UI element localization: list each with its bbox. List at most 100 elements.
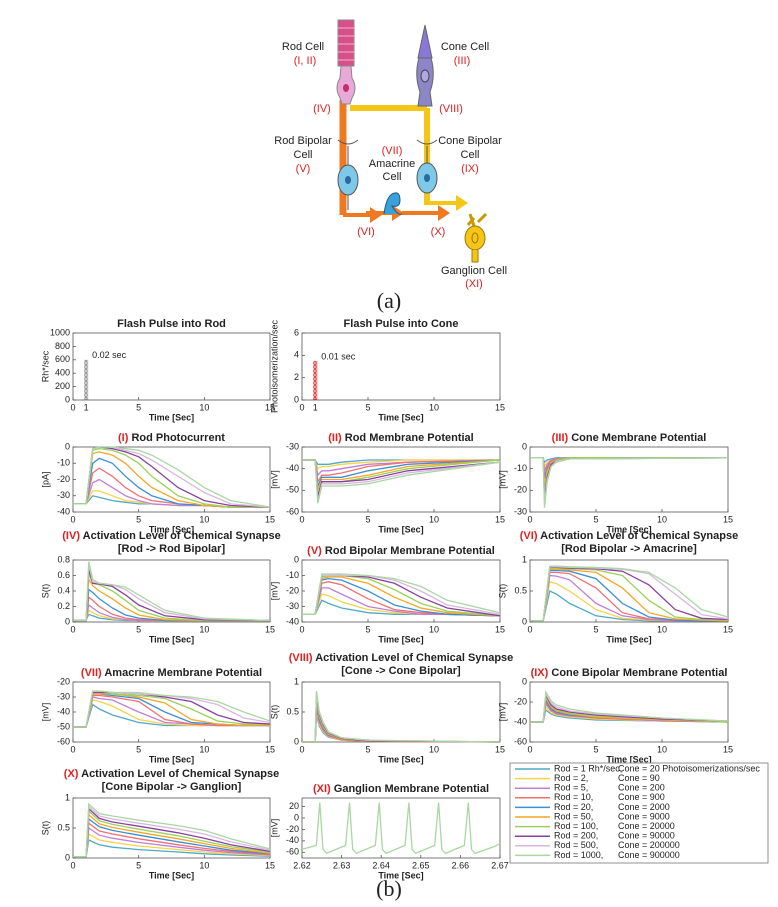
x-tick-label: 0 <box>70 624 75 634</box>
x-tick-label: 5 <box>136 744 141 754</box>
y-tick-label: 0 <box>294 736 299 746</box>
chart-title: (IV) Activation Level of Chemical Synaps… <box>62 530 280 542</box>
x-tick-label: 10 <box>429 744 439 754</box>
diagram-label: (III) <box>454 55 471 67</box>
x-tick-label: 2.64 <box>372 860 390 870</box>
pulse <box>313 360 318 400</box>
legend-label: Rod = 5, <box>554 783 588 793</box>
series-line <box>73 690 271 728</box>
title-prefix: (VII) <box>81 667 102 679</box>
pulse-marker <box>84 383 88 387</box>
title-prefix: (VIII) <box>289 652 313 664</box>
y-tick-label: 0.5 <box>57 822 70 832</box>
x-tick-label: 2.63 <box>333 860 351 870</box>
legend: Rod = 1 Rh*/sec,Cone = 20 Photoisomeriza… <box>509 762 769 864</box>
chart-title: (VI) Activation Level of Chemical Synaps… <box>520 530 738 542</box>
y-axis-label: [mV] <box>40 703 50 722</box>
y-tick-label: -40 <box>57 506 70 516</box>
legend-label: Rod = 1000, <box>554 850 603 860</box>
chart-panel: (IV) Activation Level of Chemical Synaps… <box>40 530 280 644</box>
title-prefix: (XI) <box>313 783 331 795</box>
y-tick-label: 0.2 <box>57 601 70 611</box>
series-line <box>301 802 501 855</box>
legend-box <box>509 762 769 864</box>
x-tick-label: 10 <box>199 744 209 754</box>
y-tick-label: 0 <box>294 812 299 822</box>
pulse-marker <box>313 379 318 383</box>
caption: (b) <box>376 876 402 901</box>
y-tick-label: 0.4 <box>57 585 70 595</box>
title-prefix: (III) <box>552 432 569 444</box>
y-tick-label: 2 <box>294 372 299 382</box>
annotation: 0.01 sec <box>321 351 356 361</box>
y-axis-label: [mV] <box>269 819 279 838</box>
y-axis-label: S(t) <box>269 705 279 720</box>
x-axis-label: Time [Sec] <box>378 634 423 644</box>
chart-title: Flash Pulse into Rod <box>117 318 226 330</box>
legend-label: Rod = 50, <box>554 811 593 821</box>
x-tick-label: 5 <box>365 744 370 754</box>
x-tick-label: 10 <box>657 514 667 524</box>
y-tick-label: -30 <box>57 490 70 500</box>
y-tick-label: -60 <box>514 736 527 746</box>
pulse-marker <box>84 375 88 379</box>
y-axis-label: S(t) <box>40 821 50 836</box>
chart-panel: (IX) Cone Bipolar Membrane Potential -60 -… <box>497 667 733 764</box>
x-axis-label: Time [Sec] <box>149 870 194 880</box>
x-tick-label: 5 <box>136 860 141 870</box>
x-tick-label: 15 <box>723 514 733 524</box>
y-tick-label: 0 <box>522 676 527 686</box>
title-text: Amacrine Membrane Potential <box>104 667 262 679</box>
plot-frame <box>301 797 501 859</box>
legend-label: Cone = 200 <box>618 783 665 793</box>
diagram-label: (IV) <box>313 103 331 115</box>
ganglion-dendrites <box>466 212 488 227</box>
chart-title: (IX) Cone Bipolar Membrane Potential <box>531 667 728 679</box>
chart-panel: (VII) Amacrine Membrane Potential -60 -50 -… <box>40 667 275 764</box>
y-tick-label: 0 <box>65 616 70 626</box>
legend-label: Rod = 100, <box>554 821 598 831</box>
x-tick-label: 2.62 <box>293 860 311 870</box>
title-text: Rod Photocurrent <box>131 432 225 444</box>
pulse-marker <box>313 363 318 367</box>
chart-panel: (VIII) Activation Level of Chemical Syna… <box>269 652 513 764</box>
x-axis-label: Time [Sec] <box>606 754 651 764</box>
legend-label: Cone = 20000 <box>618 821 675 831</box>
series-line <box>302 690 501 743</box>
legend-label: Cone = 9000 <box>618 811 670 821</box>
y-axis-label: Photoisomerization/sec <box>269 319 279 413</box>
y-tick-label: -30 <box>286 601 299 611</box>
x-tick-label: 5 <box>136 624 141 634</box>
nucleus <box>420 69 430 83</box>
diagram-label: (VI) <box>357 226 375 238</box>
x-tick-label: 5 <box>365 514 370 524</box>
title-prefix: (I) <box>118 432 129 444</box>
x-tick-label: 15 <box>265 624 275 634</box>
x-tick-label: 0 <box>70 514 75 524</box>
rod-outer-segment <box>337 19 355 67</box>
diagram-label: (VIII) <box>439 103 463 115</box>
pulse-marker <box>313 387 318 391</box>
y-tick-label: -30 <box>286 441 299 451</box>
nucleus <box>343 84 349 92</box>
chart-subtitle: [Rod -> Rod Bipolar] <box>118 543 226 555</box>
title-prefix: (X) <box>64 768 79 780</box>
chart-panel: (I) Rod Photocurrent -40 -30 -20 -10 0 0 5 10 15 T… <box>40 432 275 534</box>
pulse-marker <box>84 379 88 383</box>
y-tick-label: 0 <box>522 441 527 451</box>
x-tick-label: 10 <box>429 514 439 524</box>
pulse-marker <box>84 391 88 395</box>
x-tick-label: 0 <box>527 514 532 524</box>
legend-label: Cone = 90000 <box>618 831 675 841</box>
y-tick-label: 0 <box>522 616 527 626</box>
diagram-label: Ganglion Cell <box>441 265 507 277</box>
y-tick-label: 1000 <box>50 327 70 337</box>
y-tick-label: 6 <box>294 327 299 337</box>
x-tick-label: 0 <box>70 402 75 412</box>
y-tick-label: -20 <box>514 485 527 495</box>
pulse-marker <box>84 359 88 363</box>
nucleus <box>471 232 479 244</box>
y-tick-label: 0.6 <box>57 570 70 580</box>
